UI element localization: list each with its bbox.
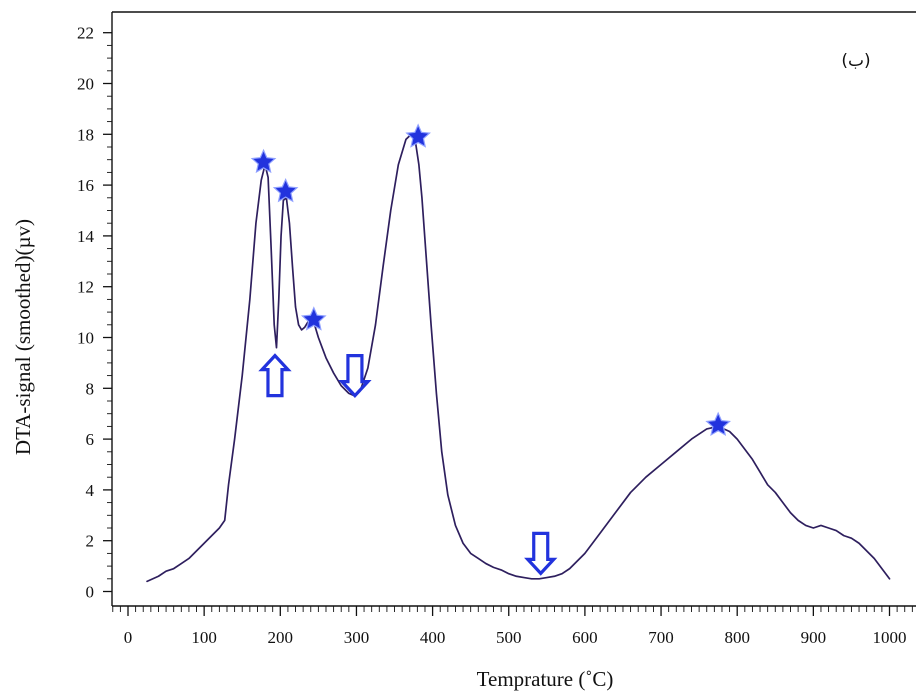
y-tick-label: 10	[77, 329, 94, 348]
down-arrow-marker	[524, 531, 558, 576]
x-tick-label: 0	[124, 628, 133, 647]
x-tick-label: 600	[572, 628, 598, 647]
x-tick-label: 400	[420, 628, 446, 647]
y-tick-labels: 0 2 4 6 8 10 12 14 16 18 20 22	[77, 24, 95, 602]
panel-label: (ب)	[841, 51, 870, 71]
y-tick-label: 12	[77, 278, 94, 297]
y-tick-label: 6	[86, 430, 95, 449]
y-ticks	[103, 32, 112, 593]
y-tick-label: 4	[86, 481, 95, 500]
x-tick-label: 700	[648, 628, 674, 647]
y-tick-label: 16	[77, 176, 94, 195]
y-tick-label: 20	[77, 75, 94, 94]
up-arrow-marker	[258, 353, 292, 398]
x-tick-labels: 0 100 200 300 400 500 600 700 800 900 1000	[124, 628, 907, 647]
y-tick-label: 18	[77, 125, 94, 144]
x-tick-label: 300	[344, 628, 370, 647]
x-tick-label: 500	[496, 628, 522, 647]
dta-curve	[146, 133, 891, 583]
star-marker	[272, 177, 299, 203]
star-marker	[705, 411, 731, 437]
x-tick-label: 100	[191, 628, 217, 647]
y-tick-label: 22	[77, 24, 94, 43]
star-marker	[250, 148, 277, 174]
y-axis-title: DTA-signal (smoothed)(µv)	[11, 219, 35, 455]
y-tick-label: 2	[86, 532, 95, 551]
x-tick-label: 200	[268, 628, 294, 647]
x-tick-label: 800	[724, 628, 750, 647]
star-marker	[300, 306, 327, 331]
y-tick-label: 14	[77, 227, 95, 246]
series-layer	[146, 133, 891, 583]
x-axis-title: Temprature (˚C)	[477, 667, 614, 691]
x-ticks	[112, 606, 913, 616]
x-tick-label: 1000	[873, 628, 907, 647]
y-tick-label: 8	[86, 379, 95, 398]
y-tick-label: 0	[86, 583, 95, 602]
plot-frame	[111, 11, 916, 607]
down-arrow-marker	[338, 354, 372, 398]
x-tick-label: 900	[801, 628, 827, 647]
star-marker	[405, 123, 431, 148]
marker-layer	[250, 123, 731, 576]
